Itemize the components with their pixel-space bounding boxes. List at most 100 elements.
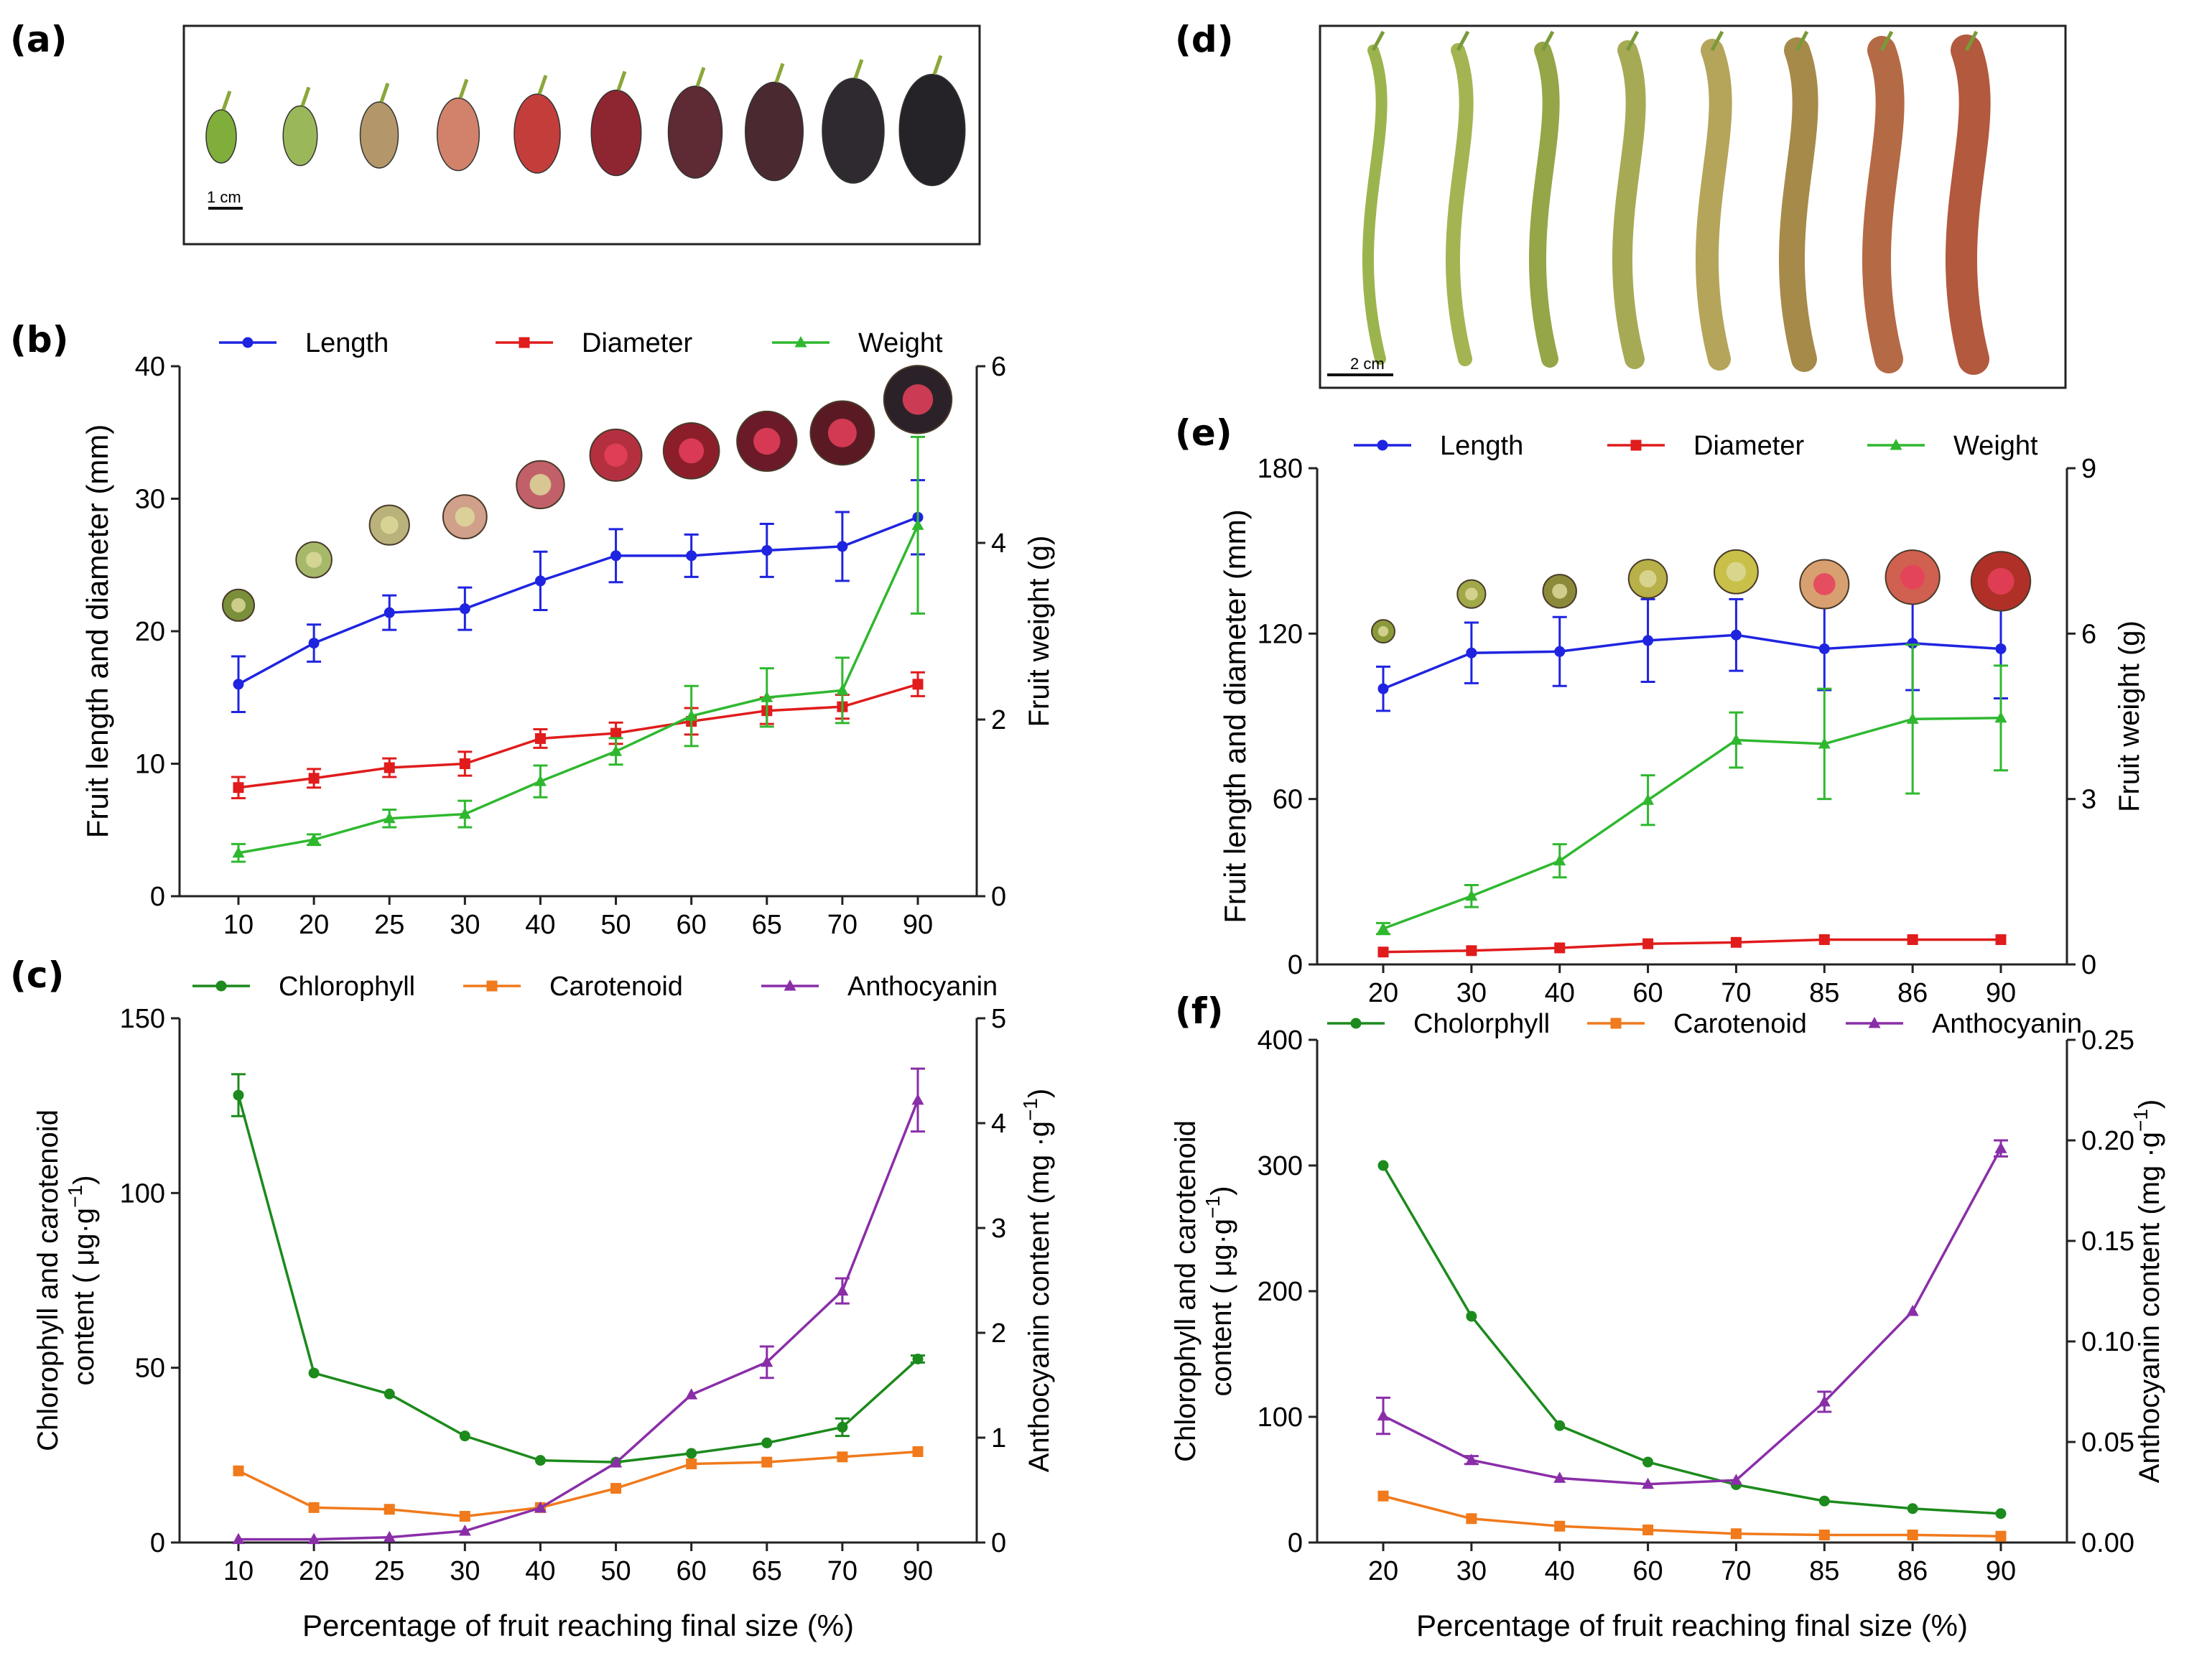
cross-section-core <box>1465 587 1478 601</box>
data-point <box>1906 1305 1919 1316</box>
data-point <box>1818 934 1830 945</box>
data-point <box>1642 1456 1654 1468</box>
y-tick-label-right: 0.05 <box>2081 1428 2134 1458</box>
photo-strip-a: 1 cm <box>182 24 981 246</box>
y-tick-label-right: 9 <box>2081 454 2096 484</box>
fruit-stem <box>537 75 548 95</box>
fruit-photo <box>745 81 804 182</box>
y-tick-label-right: 0 <box>2081 950 2096 980</box>
y-tick-label-right: 0.10 <box>2081 1327 2134 1357</box>
cross-section-core <box>1639 569 1657 587</box>
y-tick-label-right: 6 <box>991 352 1006 382</box>
panel-letter-a: (a) <box>10 19 67 60</box>
data-point <box>610 1483 622 1494</box>
y-axis-label-right: Anthocyanin content (mg ·g−1) <box>1019 1089 1055 1472</box>
fruit-photos-a <box>205 55 966 187</box>
data-point <box>1377 683 1389 694</box>
data-point <box>837 1421 848 1433</box>
data-point <box>610 550 622 562</box>
scale-label-d: 2 cm <box>1350 355 1385 373</box>
fruit-photo <box>898 73 966 187</box>
y-tick-label-right: 6 <box>2081 619 2096 649</box>
series-carotenoid <box>1377 1490 2007 1542</box>
x-tick-label: 85 <box>1809 1556 1839 1586</box>
fruit-photos-d <box>1362 30 1991 375</box>
data-point <box>1730 629 1742 641</box>
series-weight <box>1376 643 2008 936</box>
data-point <box>1729 733 1742 745</box>
x-tick-label: 50 <box>600 1556 631 1586</box>
fruit-photo <box>1529 42 1560 368</box>
data-point <box>383 811 396 824</box>
legend-marker <box>1868 1017 1881 1028</box>
data-point <box>1642 938 1654 949</box>
y-axis-label-left: Fruit length and diameter (mm) <box>80 424 114 839</box>
fruit-photo <box>437 97 480 172</box>
data-point <box>912 1446 924 1457</box>
data-point <box>836 684 849 695</box>
y-tick-label-left: 120 <box>1258 619 1303 649</box>
y-tick-label-left: 0 <box>150 882 165 912</box>
data-point <box>1554 1520 1566 1532</box>
legend-label: Anthocyanin <box>847 972 998 1002</box>
fruit-photo <box>1946 34 1991 375</box>
y-tick-label-right: 3 <box>2081 785 2096 815</box>
cross-section-core <box>455 506 475 527</box>
x-tick-label: 65 <box>752 910 782 940</box>
chart-e: 0 60 120 180 0 3 6 9 20 30 40 60 70 85 86 90 Fruit lengt… <box>1218 431 2145 1008</box>
legend-item-carotenoid: Carotenoid <box>1587 1009 1807 1039</box>
y-tick-label-left: 40 <box>135 352 165 382</box>
legend-label: Carotenoid <box>1673 1009 1807 1039</box>
series-line <box>1382 1494 2002 1537</box>
series-diameter <box>231 671 925 799</box>
y-axis-label-right-close: ) <box>1023 1089 1055 1098</box>
x-tick-label: 65 <box>752 1556 782 1586</box>
data-point <box>384 1388 395 1400</box>
data-point <box>1554 942 1566 954</box>
fruit-stem <box>616 70 627 91</box>
series-line <box>1382 633 2002 690</box>
x-tick-label: 10 <box>223 910 254 940</box>
y-axis-label-right-text: Anthocyanin content (mg ·g <box>2134 1132 2165 1483</box>
fruit-stem <box>1456 30 1470 52</box>
series-cholorphyll <box>1377 1160 2007 1520</box>
cross-section-core <box>529 473 552 495</box>
data-point <box>1465 889 1478 901</box>
y-axis-label-right-text: Fruit weight (g) <box>2114 620 2145 812</box>
y-tick-label-left: 100 <box>1258 1402 1303 1433</box>
series-chlorophyll <box>231 1073 925 1468</box>
data-point <box>1995 643 2007 654</box>
data-point <box>1377 1490 1389 1502</box>
y-tick-label-left: 20 <box>135 617 165 647</box>
cross-section-core <box>380 516 399 534</box>
legend-marker <box>794 336 807 348</box>
data-point <box>384 1504 395 1515</box>
data-point <box>233 1089 244 1101</box>
y-axis-label-right-sup: −1 <box>1019 1098 1041 1121</box>
data-point <box>308 1502 320 1513</box>
data-point <box>911 518 924 530</box>
y-tick-label-left: 400 <box>1258 1025 1303 1056</box>
data-point <box>534 775 547 786</box>
legend-marker <box>1630 439 1642 451</box>
cross-section-core <box>753 427 781 455</box>
x-tick-label: 30 <box>450 1556 480 1586</box>
y-tick-label-right: 3 <box>991 1214 1006 1244</box>
data-point <box>233 679 244 690</box>
cross-section-photos <box>222 365 953 622</box>
cross-section-core <box>1726 562 1747 582</box>
legend-label: Chlorophyll <box>279 972 415 1002</box>
fruit-photo <box>1862 36 1905 373</box>
panel-letter-f: (f) <box>1175 990 1223 1032</box>
data-point <box>1907 934 1918 945</box>
cross-section-core <box>827 418 857 447</box>
y-tick-label-right: 0.20 <box>2081 1126 2134 1156</box>
data-point <box>534 575 546 587</box>
y-axis-label-right-text: Fruit weight (g) <box>1023 536 1055 727</box>
series-weight <box>231 435 925 863</box>
data-point <box>307 833 320 845</box>
data-point <box>458 1524 471 1536</box>
data-point <box>1994 1142 2007 1153</box>
data-point <box>761 1456 773 1468</box>
x-tick-label: 20 <box>299 1556 329 1586</box>
